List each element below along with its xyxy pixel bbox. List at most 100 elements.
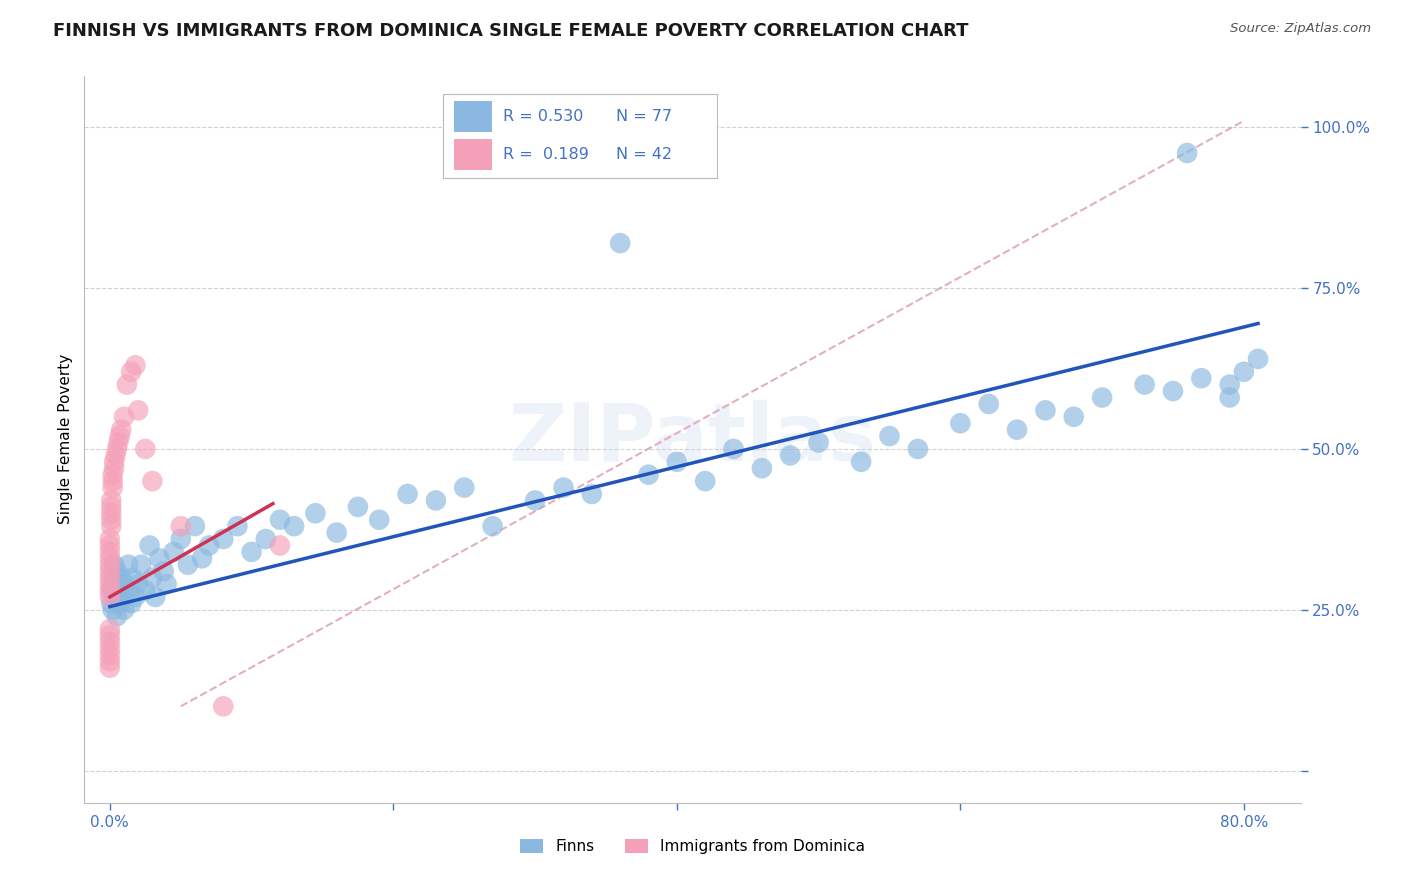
Point — [100, 506, 122, 520]
Point — [425, 493, 447, 508]
Text: N = 42: N = 42 — [616, 147, 672, 162]
Point — [949, 416, 972, 430]
Point — [637, 467, 659, 482]
Point — [98, 622, 121, 636]
Point — [1189, 371, 1212, 385]
Point — [226, 519, 249, 533]
Point — [101, 474, 124, 488]
Point — [325, 525, 347, 540]
Point — [779, 449, 801, 463]
Point — [1247, 351, 1270, 366]
Point — [977, 397, 1000, 411]
Point — [108, 429, 131, 443]
Point — [155, 577, 177, 591]
Point — [104, 449, 127, 463]
Point — [1035, 403, 1057, 417]
Point — [98, 628, 121, 642]
Point — [104, 577, 127, 591]
Point — [101, 467, 124, 482]
Point — [1219, 377, 1241, 392]
Point — [103, 461, 125, 475]
Point — [108, 596, 131, 610]
Point — [120, 365, 142, 379]
Point — [115, 583, 138, 598]
Point — [120, 596, 142, 610]
Point — [110, 571, 132, 585]
Point — [581, 487, 603, 501]
Point — [100, 513, 122, 527]
Point — [121, 571, 143, 585]
Point — [1063, 409, 1085, 424]
Point — [184, 519, 207, 533]
Point — [98, 564, 121, 578]
Point — [100, 519, 122, 533]
Point — [396, 487, 419, 501]
Text: R = 0.530: R = 0.530 — [503, 109, 583, 124]
Point — [98, 551, 121, 566]
Point — [1133, 377, 1156, 392]
Point — [100, 493, 122, 508]
Point — [98, 539, 121, 553]
Point — [98, 661, 121, 675]
Point — [481, 519, 503, 533]
Point — [212, 532, 235, 546]
Point — [269, 539, 291, 553]
Point — [103, 558, 125, 572]
Point — [141, 571, 163, 585]
Point — [212, 699, 235, 714]
Point — [665, 455, 688, 469]
Point — [127, 577, 149, 591]
Point — [177, 558, 200, 572]
Point — [807, 435, 830, 450]
Text: ZIPatlas: ZIPatlas — [509, 401, 876, 478]
Point — [117, 558, 139, 572]
Point — [98, 635, 121, 649]
Point — [101, 571, 124, 585]
Point — [127, 403, 149, 417]
Point — [163, 545, 186, 559]
Point — [141, 474, 163, 488]
Point — [553, 481, 575, 495]
Point — [124, 359, 146, 373]
Point — [1233, 365, 1256, 379]
Point — [138, 539, 160, 553]
Point — [849, 455, 872, 469]
Point — [115, 377, 138, 392]
Point — [103, 455, 125, 469]
Point — [1091, 391, 1114, 405]
Point — [1005, 423, 1028, 437]
Point — [524, 493, 547, 508]
Point — [98, 558, 121, 572]
Point — [124, 590, 146, 604]
Point — [98, 571, 121, 585]
Point — [98, 532, 121, 546]
Text: N = 77: N = 77 — [616, 109, 672, 124]
Point — [107, 583, 129, 598]
Point — [100, 596, 122, 610]
Point — [98, 545, 121, 559]
Point — [453, 481, 475, 495]
Point — [98, 641, 121, 656]
Point — [609, 236, 631, 251]
Point — [254, 532, 277, 546]
Point — [1175, 146, 1198, 161]
Point — [105, 442, 128, 456]
Point — [101, 481, 124, 495]
Point — [751, 461, 773, 475]
Point — [103, 590, 125, 604]
Legend: Finns, Immigrants from Dominica: Finns, Immigrants from Dominica — [513, 833, 872, 861]
Point — [134, 583, 156, 598]
Point — [100, 500, 122, 514]
Point — [98, 590, 121, 604]
Y-axis label: Single Female Poverty: Single Female Poverty — [58, 354, 73, 524]
Point — [191, 551, 214, 566]
Point — [240, 545, 263, 559]
Point — [170, 532, 193, 546]
Point — [304, 506, 326, 520]
Point — [152, 564, 174, 578]
Point — [723, 442, 745, 456]
Point — [143, 590, 166, 604]
Bar — [454, 102, 492, 132]
Point — [98, 577, 121, 591]
Point — [111, 590, 134, 604]
